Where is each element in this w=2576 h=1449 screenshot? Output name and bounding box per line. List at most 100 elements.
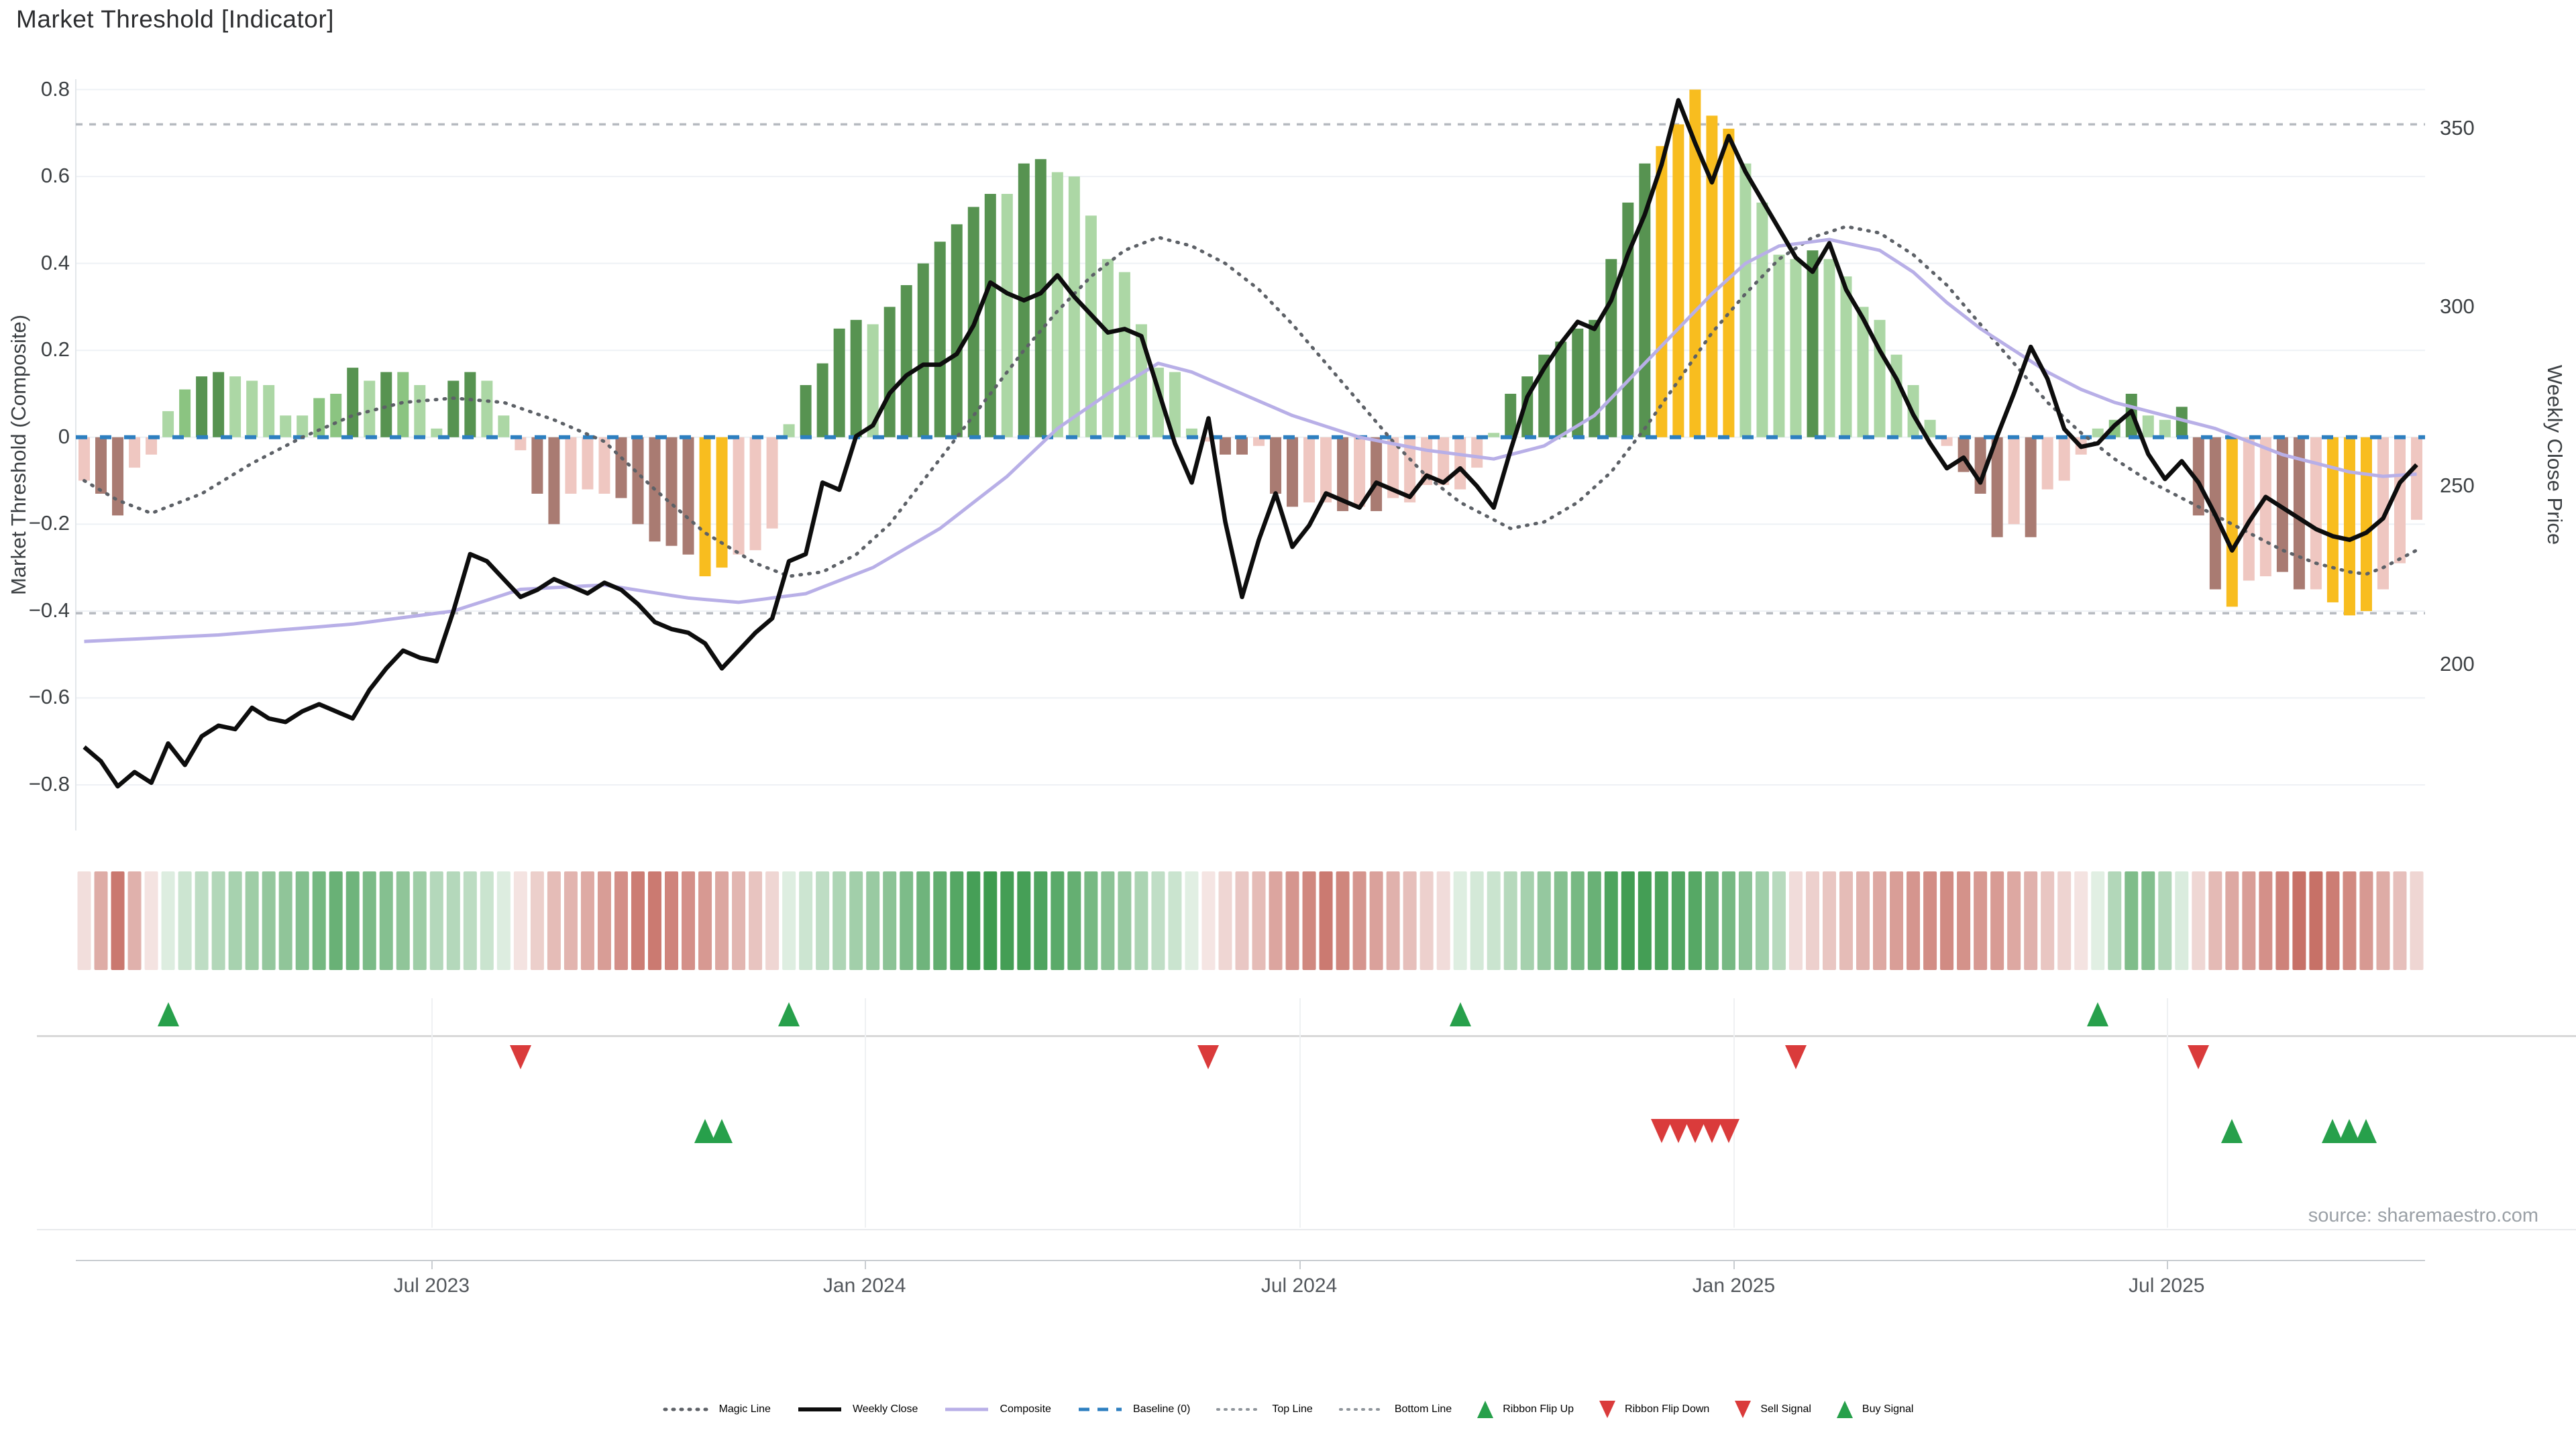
threshold-bar (1371, 437, 1383, 511)
threshold-bar (816, 363, 828, 437)
ribbon-cell (1654, 871, 1668, 970)
ribbon-cell (1285, 871, 1299, 970)
ribbon-cell (1621, 871, 1635, 970)
threshold-bar (1924, 419, 1936, 437)
ribbon-cell (1369, 871, 1383, 970)
ribbon-cell (1705, 871, 1719, 970)
y-axis-tick-left: −0.2 (28, 511, 70, 535)
threshold-bar (850, 319, 862, 437)
ribbon-cell (950, 871, 964, 970)
threshold-bar (766, 437, 778, 529)
ribbon-svg (77, 871, 2424, 970)
y-axis-tick-right: 300 (2440, 294, 2475, 319)
threshold-bar (2293, 437, 2305, 590)
threshold-bar (2008, 437, 2020, 525)
ribbon-cell (866, 871, 880, 970)
threshold-bar (1572, 328, 1584, 437)
ribbon-cell (782, 871, 796, 970)
threshold-bar (1555, 341, 1567, 437)
ribbon-cell (631, 871, 645, 970)
ribbon-cell (916, 871, 930, 970)
ribbon-cell (665, 871, 679, 970)
ribbon-cell (833, 871, 847, 970)
ribbon-cell (2326, 871, 2340, 970)
threshold-bar (2142, 415, 2154, 437)
threshold-bar (1739, 163, 1752, 437)
legend-swatch-line (663, 1407, 710, 1411)
threshold-bar (1823, 259, 1835, 437)
ribbon-cell (698, 871, 712, 970)
source-credit: source: sharemaestro.com (2308, 1205, 2538, 1226)
threshold-bar (1337, 437, 1349, 511)
ribbon-cell (312, 871, 326, 970)
main-chart-svg (75, 79, 2425, 830)
ribbon-cell (329, 871, 343, 970)
x-axis-tick (2166, 1260, 2168, 1269)
ribbon-cell (2259, 871, 2273, 970)
x-axis-tick-label: Jul 2023 (393, 1275, 470, 1297)
threshold-bar (733, 437, 745, 555)
ribbon-cell (1470, 871, 1484, 970)
ribbon-cell (1839, 871, 1854, 970)
ribbon-cell (564, 871, 578, 970)
ribbon-cell (295, 871, 309, 970)
threshold-bar (951, 224, 963, 437)
threshold-bar (2394, 437, 2406, 564)
ribbon-cell (1537, 871, 1551, 970)
ribbon-cell (1721, 871, 1735, 970)
triangle-down-icon (1197, 1045, 1220, 1069)
threshold-bar (95, 437, 107, 494)
x-axis-tick-label: Jul 2025 (2129, 1275, 2205, 1297)
threshold-bar (380, 372, 392, 437)
ribbon-cell (933, 871, 947, 970)
threshold-bar (1354, 437, 1366, 507)
threshold-bar (2243, 437, 2255, 581)
legend-item-label: Weekly Close (852, 1403, 918, 1415)
ribbon-cell (2393, 871, 2407, 970)
ribbon-cell (262, 871, 276, 970)
ribbon-cell (2359, 871, 2373, 970)
ribbon-cell (1873, 871, 1887, 970)
threshold-bar (565, 437, 577, 494)
threshold-bar (749, 437, 761, 551)
ribbon-cell (2309, 871, 2323, 970)
legend-item: Composite (943, 1401, 1051, 1418)
ribbon-cell (1923, 871, 1937, 970)
ribbon-cell (362, 871, 376, 970)
threshold-bar (196, 376, 208, 437)
ribbon-cell (715, 871, 729, 970)
ribbon-cell (2091, 871, 2105, 970)
threshold-bar (1051, 172, 1063, 437)
buy-signal-marker (2221, 1119, 2243, 1143)
ribbon-cell (245, 871, 259, 970)
threshold-bar (347, 368, 359, 437)
y-axis-tick-left: −0.4 (28, 598, 70, 622)
threshold-bar (515, 437, 527, 451)
ribbon-cell (195, 871, 209, 970)
threshold-bar (129, 437, 141, 468)
ribbon-cell (1302, 871, 1316, 970)
triangle-down-icon (509, 1045, 531, 1069)
legend: Magic Line Weekly Close Composite Baseline … (0, 1401, 2576, 1418)
signals-separator-line (37, 1035, 2576, 1037)
y-axis-tick-left: 0.8 (40, 76, 70, 101)
x-axis-tick (1733, 1260, 1735, 1269)
threshold-bar (229, 376, 241, 437)
threshold-bar (1488, 433, 1500, 437)
threshold-bar (330, 393, 342, 437)
ribbon-cell (1570, 871, 1585, 970)
ribbon-cell (547, 871, 561, 970)
ribbon-cell (161, 871, 175, 970)
triangle-up-icon (157, 1002, 179, 1026)
ribbon-cell (816, 871, 830, 970)
threshold-bar (498, 415, 510, 437)
threshold-bar (1438, 437, 1450, 486)
threshold-bar (2326, 437, 2339, 602)
ribbon-cell (1017, 871, 1031, 970)
legend-triangle-down-icon (1735, 1401, 1752, 1418)
y-axis-tick-left: 0.2 (40, 337, 70, 362)
ribbon-cell (1788, 871, 1803, 970)
ribbon-cell (94, 871, 108, 970)
ribbon-cell (1822, 871, 1836, 970)
threshold-bar (1589, 319, 1601, 437)
